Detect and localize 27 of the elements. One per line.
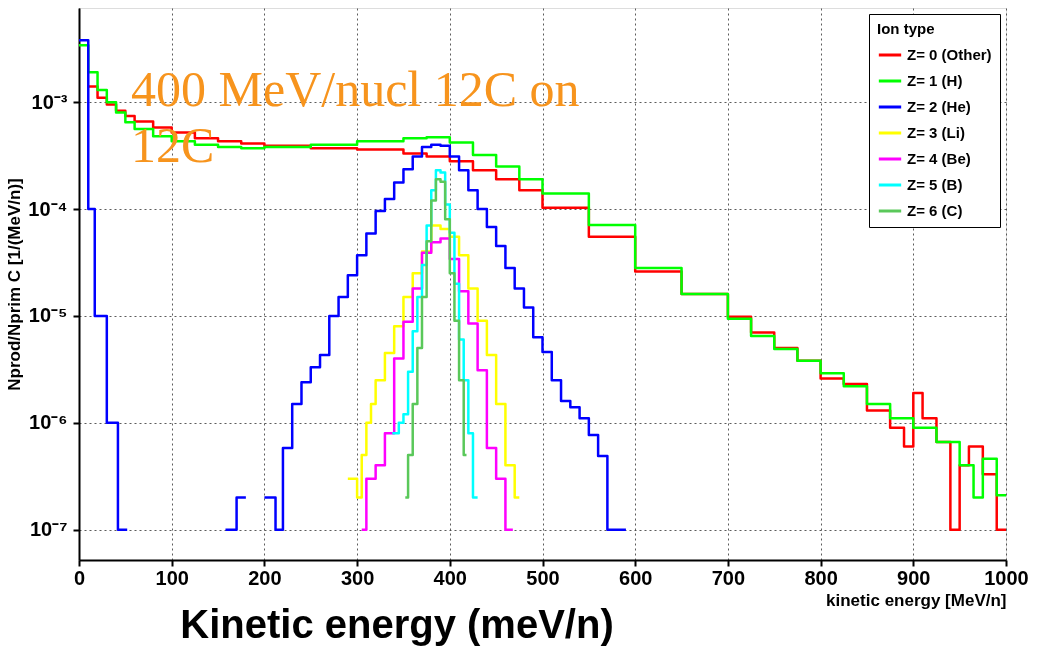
legend-label: Z= 2 (He): [907, 98, 971, 115]
legend-label: Z= 5 (B): [907, 176, 963, 193]
x-tick-label: 100: [155, 566, 189, 589]
legend-title: Ion type: [877, 20, 935, 37]
legend-label: Z= 6 (C): [907, 202, 963, 219]
y-tick-label: 10⁻⁶: [29, 411, 68, 434]
x-tick-label: 900: [897, 566, 931, 589]
y-tick-label: 10⁻⁷: [30, 518, 68, 541]
x-tick-label: 600: [619, 566, 653, 589]
x-tick-label: 1000: [984, 566, 1029, 589]
y-tick-label: 10⁻³: [31, 90, 68, 113]
legend-label: Z= 1 (H): [907, 72, 963, 89]
x-tick-label: 300: [340, 566, 375, 589]
y-tick-label: 10⁻⁵: [28, 304, 68, 327]
x-tick-label: 700: [711, 566, 746, 589]
x-tick-label: 0: [73, 566, 86, 589]
x-tick-label: 400: [433, 566, 467, 589]
legend-label: Z= 4 (Be): [907, 150, 971, 167]
legend-label: Z= 0 (Other): [907, 46, 992, 63]
x-tick-label: 500: [526, 566, 560, 589]
x-axis-title: kinetic energy [MeV/n]: [826, 590, 1007, 610]
x-tick-label: 200: [248, 566, 282, 589]
text: Kinetic energy (meV/n): [180, 602, 614, 646]
legend-label: Z= 3 (Li): [907, 124, 965, 141]
y-axis-title: Nprod/Nprim C [1/(MeV/n)]: [5, 178, 25, 391]
x-tick-label: 800: [804, 566, 838, 589]
y-tick-label: 10⁻⁴: [28, 197, 68, 220]
